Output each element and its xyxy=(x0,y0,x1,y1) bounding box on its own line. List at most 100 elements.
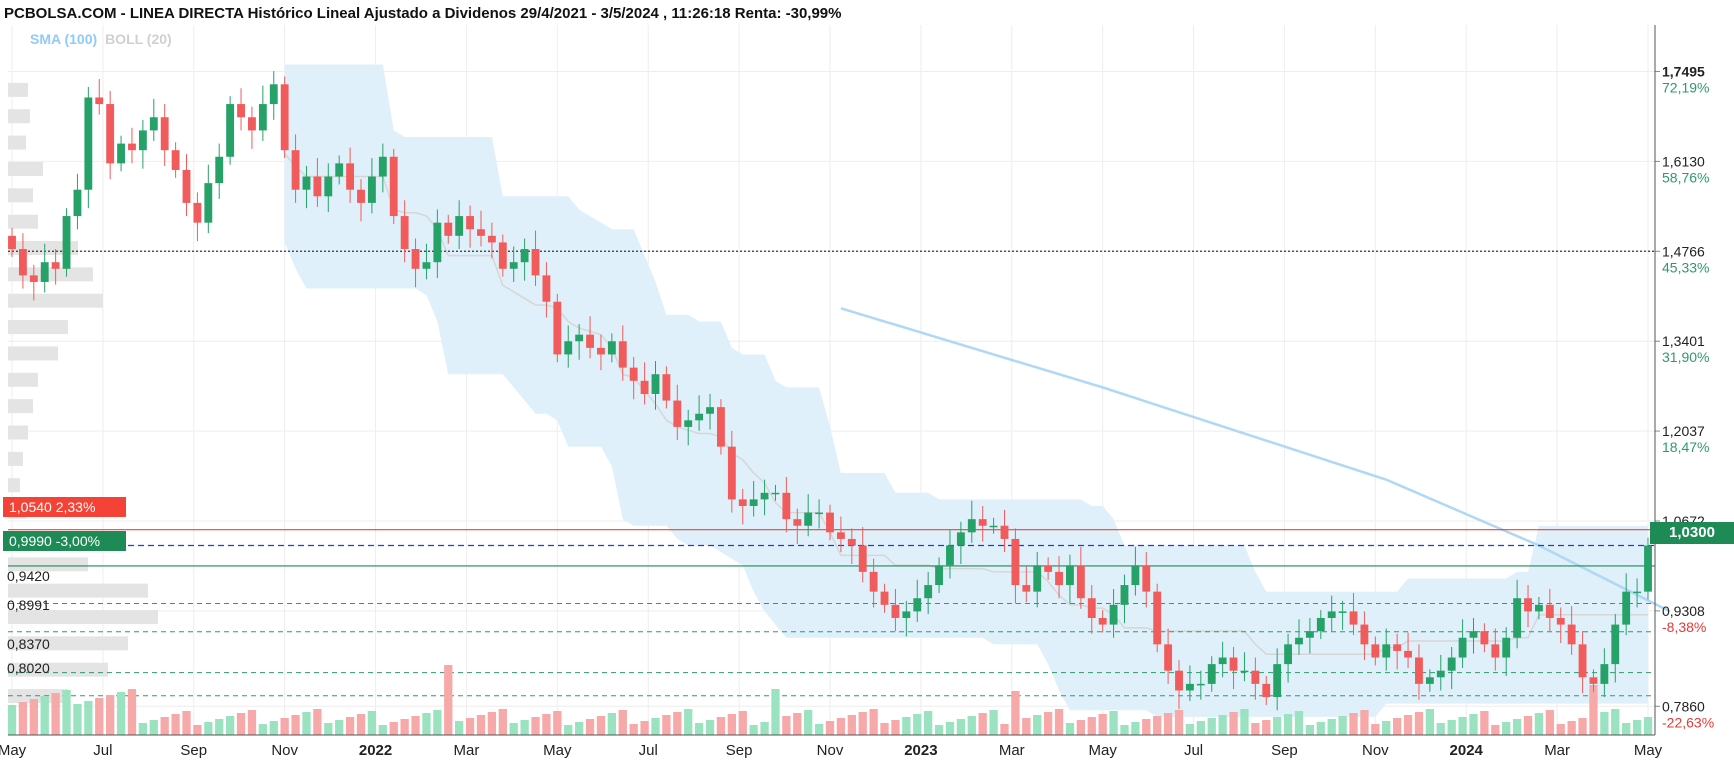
candle-body xyxy=(1393,644,1402,651)
volume-bar xyxy=(553,711,562,735)
volume-bar xyxy=(1305,725,1315,735)
volume-bar xyxy=(1240,709,1249,735)
volume-bar xyxy=(967,716,976,735)
volume-bar xyxy=(1120,725,1129,735)
legend-sma[interactable]: SMA (100) xyxy=(30,31,98,47)
volume-profile-bar xyxy=(8,399,33,414)
candle-body xyxy=(1000,525,1009,539)
candle-body xyxy=(793,519,802,526)
level-label-4: 0,8020 xyxy=(7,660,50,676)
volume-bar xyxy=(1098,714,1107,735)
volume-profile-bar xyxy=(8,109,30,124)
candle-body xyxy=(215,156,224,184)
candle-body xyxy=(269,84,278,105)
candle-body xyxy=(662,374,671,401)
x-tick-label: Jul xyxy=(1184,742,1203,759)
candle-body xyxy=(1109,604,1118,625)
volume-bar xyxy=(575,722,584,735)
volume-bar xyxy=(291,715,300,735)
volume-bar xyxy=(684,709,693,735)
volume-bar xyxy=(1611,709,1620,735)
volume-bar xyxy=(542,714,551,735)
volume-profile-bar xyxy=(8,662,108,677)
volume-bar xyxy=(902,717,911,735)
volume-profile-bar xyxy=(8,346,58,361)
volume-bar xyxy=(1371,724,1380,735)
volume-bar xyxy=(880,723,889,735)
candle-body xyxy=(487,235,496,243)
y-tick-label: 1,7495 xyxy=(1662,63,1705,79)
x-tick-label: May xyxy=(1088,742,1117,759)
volume-bar xyxy=(225,716,235,735)
volume-profile-bar xyxy=(8,478,20,493)
volume-bar xyxy=(400,719,409,735)
candle-body xyxy=(924,585,933,599)
y-tick-percent: -8,38% xyxy=(1662,619,1706,635)
volume-bar xyxy=(716,717,726,735)
y-tick-label: 1,2037 xyxy=(1662,423,1705,439)
candle-body xyxy=(913,598,922,612)
candle-body xyxy=(62,216,71,269)
candle-body xyxy=(597,347,605,355)
volume-bar xyxy=(411,716,420,735)
volume-bar xyxy=(782,716,791,735)
legend-boll[interactable]: BOLL (20) xyxy=(105,31,172,47)
candle-body xyxy=(1262,683,1271,698)
candle-body xyxy=(422,262,431,269)
volume-bar xyxy=(618,710,627,735)
y-tick-label: 1,3401 xyxy=(1662,333,1705,349)
candle-body xyxy=(1098,617,1107,625)
volume-bar xyxy=(564,725,573,735)
candle-body xyxy=(1360,624,1369,645)
candle-body xyxy=(946,545,954,566)
candle-body xyxy=(1502,637,1511,658)
volume-profile-bar xyxy=(8,188,33,203)
volume-bar xyxy=(1011,691,1020,735)
candle-body xyxy=(749,499,758,506)
volume-bar xyxy=(891,720,900,735)
candle-body xyxy=(248,117,256,131)
volume-bar xyxy=(509,723,518,735)
volume-bar xyxy=(793,713,802,735)
candle-body xyxy=(1425,677,1434,684)
volume-bar xyxy=(760,722,769,735)
candle-body xyxy=(640,380,649,394)
candle-body xyxy=(1447,657,1456,671)
candle-body xyxy=(302,176,311,190)
volume-bar xyxy=(465,718,475,735)
candle-body xyxy=(684,420,693,427)
x-tick-label: 2023 xyxy=(904,742,937,759)
volume-bar xyxy=(345,717,355,735)
candle-body xyxy=(1480,631,1489,645)
volume-bar xyxy=(1142,719,1151,735)
candle-body xyxy=(1066,565,1074,586)
volume-bar xyxy=(324,723,333,735)
candle-body xyxy=(858,545,867,572)
volume-bar xyxy=(476,715,486,735)
volume-bar xyxy=(367,711,377,735)
volume-bar xyxy=(771,689,780,735)
volume-bar xyxy=(924,711,933,735)
volume-bar xyxy=(236,713,246,735)
candle-body xyxy=(171,150,180,170)
candle-body xyxy=(1011,538,1020,586)
volume-bar xyxy=(1043,712,1053,735)
volume-bar xyxy=(444,665,453,735)
candle-body xyxy=(695,413,704,421)
candle-body xyxy=(433,222,442,263)
volume-bar xyxy=(913,714,922,735)
candle-body xyxy=(542,275,551,302)
volume-bar xyxy=(455,721,464,735)
candle-body xyxy=(880,591,889,605)
candle-body xyxy=(1153,591,1162,645)
candle-body xyxy=(1382,644,1391,658)
candle-body xyxy=(1633,591,1642,594)
candle-body xyxy=(477,229,485,236)
candle-body xyxy=(1273,664,1282,698)
volume-bar xyxy=(934,725,944,735)
volume-bar xyxy=(1414,712,1424,735)
x-tick-label: Sep xyxy=(726,742,753,759)
candle-body xyxy=(1076,565,1085,599)
volume-bar xyxy=(847,715,856,735)
volume-bar xyxy=(640,721,649,735)
